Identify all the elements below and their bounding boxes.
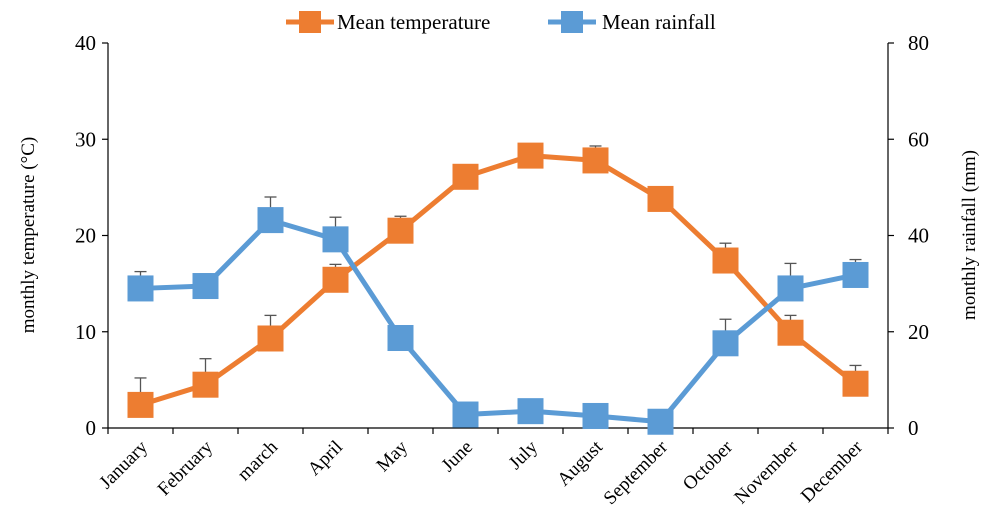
right-tick-label: 0: [908, 416, 919, 440]
x-category-label: June: [438, 437, 477, 476]
data-point: [322, 266, 349, 293]
data-point: [257, 207, 284, 234]
x-axis-ticks: January February march April May June July Augu…: [95, 428, 889, 509]
legend-item-mean-rainfall: Mean rainfall: [548, 10, 716, 34]
x-category-label: April: [304, 437, 347, 480]
data-point: [387, 217, 414, 244]
data-point: [127, 391, 154, 418]
legend: Mean temperature Mean rainfall: [286, 10, 716, 34]
data-point: [842, 370, 869, 397]
data-point: [517, 398, 544, 425]
data-point: [712, 247, 739, 274]
data-point: [322, 226, 349, 253]
data-point: [257, 325, 284, 352]
right-axis-title: monthly rainfall (mm): [959, 150, 980, 320]
data-point: [452, 401, 479, 428]
x-category-label: July: [505, 436, 543, 474]
x-category-label: May: [373, 436, 413, 476]
legend-label: Mean temperature: [337, 10, 490, 34]
data-point: [582, 147, 609, 174]
legend-item-mean-temperature: Mean temperature: [286, 10, 490, 34]
x-category-label: January: [95, 436, 152, 493]
data-point: [452, 163, 479, 190]
right-tick-label: 40: [908, 224, 929, 248]
data-point: [192, 371, 219, 398]
data-point: [647, 408, 674, 435]
x-category-label: October: [679, 436, 738, 495]
x-category-label: August: [553, 436, 607, 490]
left-axis-title: monthly temperature (°C): [18, 137, 39, 334]
data-point: [192, 273, 219, 300]
legend-marker: [299, 11, 321, 33]
x-category-label: November: [730, 436, 802, 508]
data-point: [712, 330, 739, 357]
data-point: [842, 261, 869, 288]
series-mean-temperature: [127, 142, 869, 418]
left-tick-label: 0: [86, 416, 97, 440]
legend-label: Mean rainfall: [602, 10, 716, 34]
series-mean-rainfall: [127, 196, 869, 435]
x-category-label: September: [600, 436, 673, 509]
data-point: [127, 275, 154, 302]
right-tick-label: 20: [908, 320, 929, 344]
series-layer: [127, 142, 869, 435]
left-tick-label: 30: [75, 127, 96, 151]
right-tick-label: 80: [908, 31, 929, 55]
right-tick-label: 60: [908, 127, 929, 151]
data-point: [582, 402, 609, 429]
data-point: [777, 275, 804, 302]
data-point: [647, 185, 674, 212]
x-category-label: December: [797, 436, 868, 507]
data-point: [387, 325, 414, 352]
x-category-label: march: [234, 436, 283, 485]
left-tick-label: 20: [75, 224, 96, 248]
left-axis-ticks: 0 10 20 30 40: [75, 31, 108, 440]
x-category-label: February: [154, 436, 218, 500]
right-axis-ticks: 0 20 40 60 80: [888, 31, 929, 440]
left-tick-label: 10: [75, 320, 96, 344]
left-tick-label: 40: [75, 31, 96, 55]
legend-marker: [561, 11, 583, 33]
data-point: [517, 142, 544, 169]
series-line: [140, 217, 857, 425]
series-line: [139, 153, 858, 408]
data-point: [777, 319, 804, 346]
